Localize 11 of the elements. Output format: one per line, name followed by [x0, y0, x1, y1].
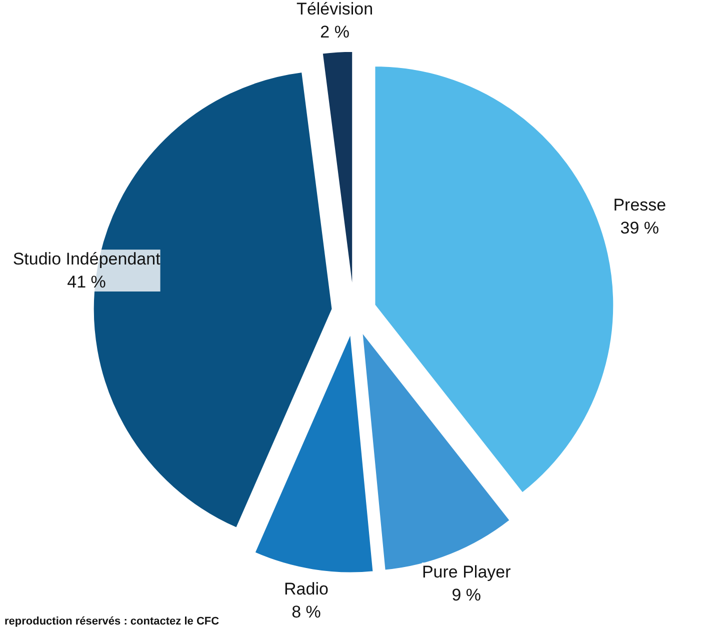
slice-label: Télévision: [296, 0, 374, 19]
slice-label: Presse: [613, 196, 666, 215]
data-label: 41 %: [67, 272, 106, 292]
data-label: 9 %: [452, 585, 482, 604]
data-label: 2 %: [320, 22, 350, 42]
slice-label: Studio Indépendant: [12, 250, 161, 269]
slice-label: Radio: [284, 580, 328, 599]
text: reproduction réservés : contactez le CFC: [4, 616, 220, 628]
data-label: 39 %: [620, 218, 660, 238]
slice-label: Pure Player: [422, 562, 512, 582]
data-label: 8 %: [292, 602, 321, 622]
